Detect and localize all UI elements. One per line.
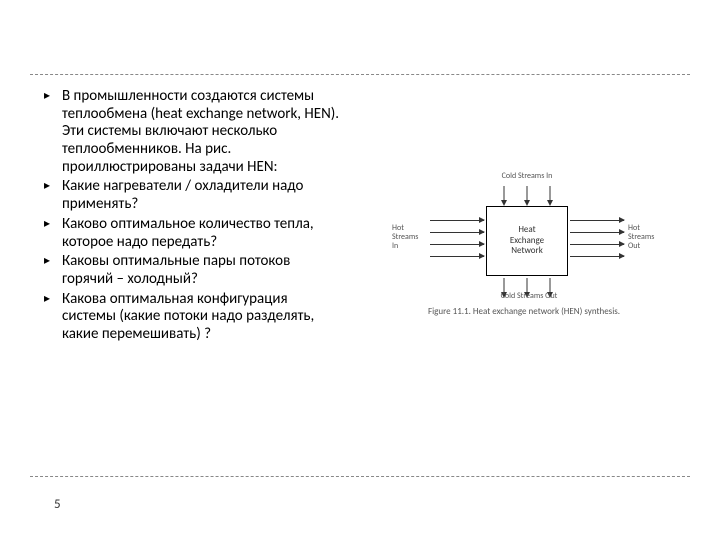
box-line: Network [511, 246, 543, 256]
figure-caption: Figure 11.1. Heat exchange network (HEN)… [374, 306, 674, 317]
bullet-item: Каковы оптимальные пары потоков горячий … [44, 253, 344, 288]
arrow-icon [430, 256, 484, 257]
bullet-item: В промышленности создаются системы тепло… [44, 88, 344, 176]
divider-top [30, 74, 690, 75]
bullet-item: Какова оптимальная конфигурация системы … [44, 291, 344, 344]
arrow-icon [430, 232, 484, 233]
text-column: В промышленности создаются системы тепло… [44, 88, 354, 480]
bullet-list: В промышленности создаются системы тепло… [44, 88, 344, 344]
bullet-item: Каково оптимальное количество тепла, кот… [44, 216, 344, 251]
figure-column: Cold Streams In Hot Streams In Heat [354, 88, 690, 480]
arrow-icon [570, 244, 624, 245]
arrow-icon [570, 232, 624, 233]
label-line: Out [628, 241, 640, 251]
label-hot-in: Hot Streams In [392, 224, 428, 250]
label-line: In [392, 241, 398, 251]
label-hot-out: Hot Streams Out [628, 224, 668, 250]
label-cold-in: Cold Streams In [492, 172, 562, 181]
arrow-icon [430, 244, 484, 245]
arrows-cold-in-icon [494, 184, 560, 208]
hen-box: Heat Exchange Network [486, 206, 568, 276]
page-number: 5 [54, 497, 61, 512]
bullet-item: Какие нагреватели / охладители надо прим… [44, 178, 344, 213]
arrow-icon [430, 220, 484, 221]
content-area: В промышленности создаются системы тепло… [44, 88, 690, 480]
label-cold-out: Cold Streams Out [490, 292, 568, 301]
arrow-icon [570, 220, 624, 221]
arrow-icon [570, 256, 624, 257]
